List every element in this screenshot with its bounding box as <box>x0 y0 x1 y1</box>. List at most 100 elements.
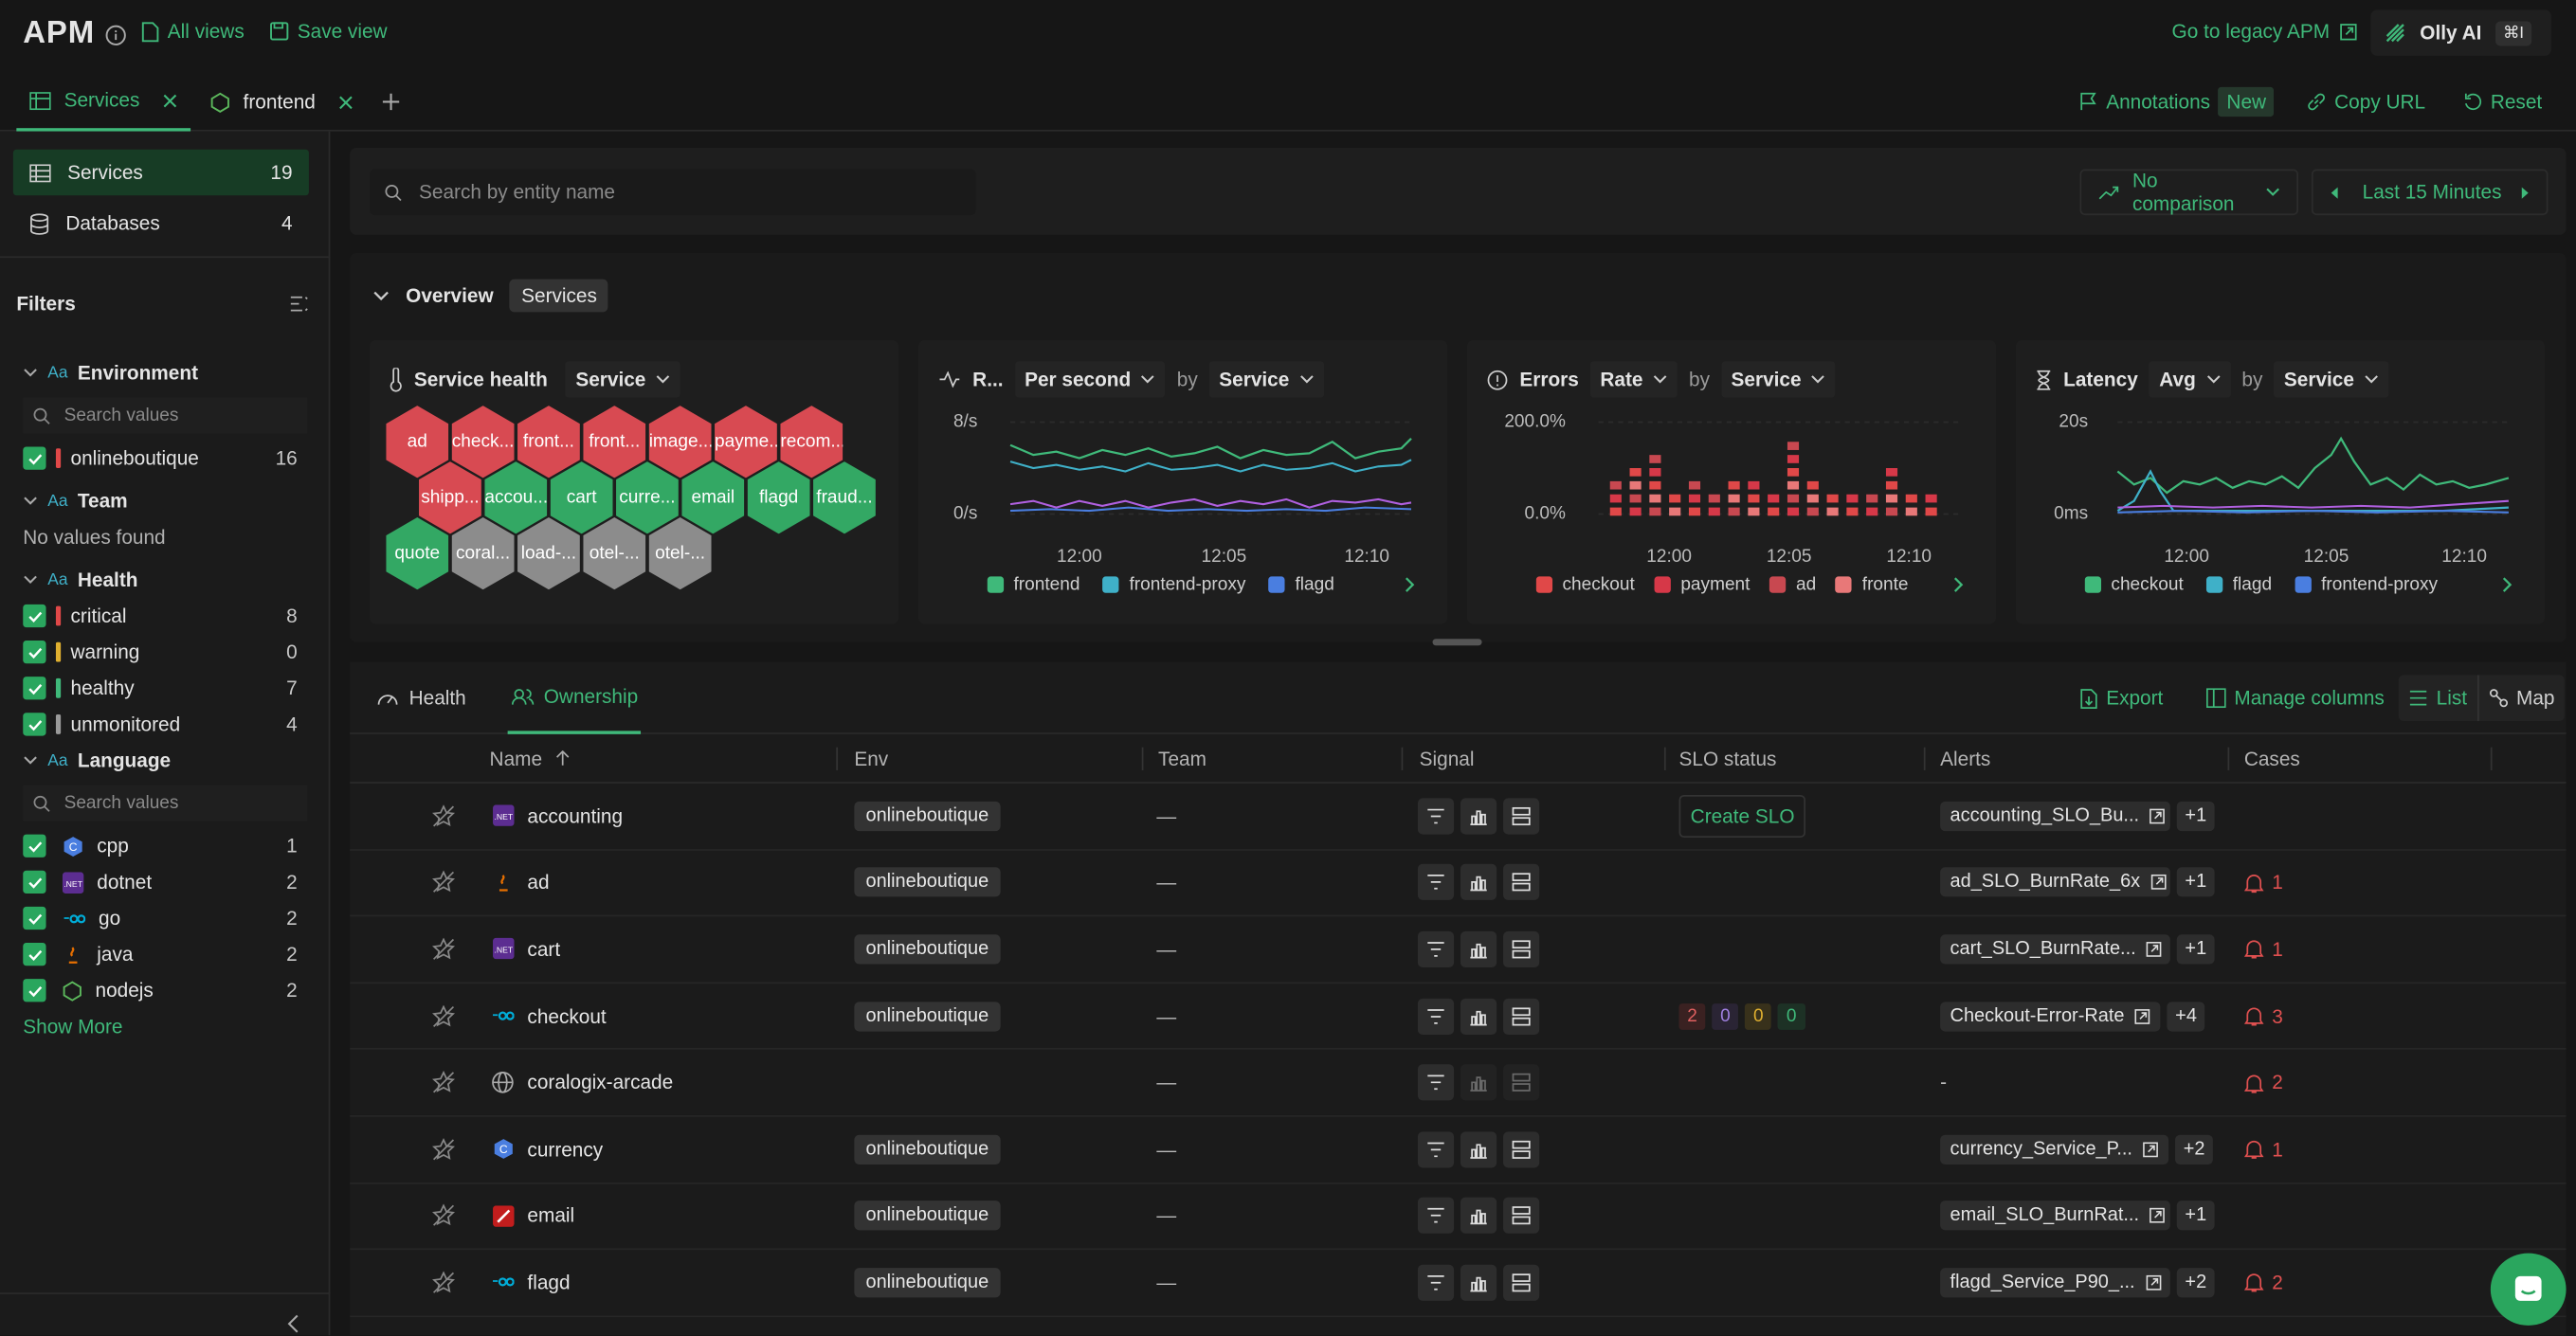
service-name[interactable]: coralogix-arcade <box>527 1071 674 1094</box>
info-icon[interactable] <box>104 24 126 45</box>
export-button[interactable]: Export <box>2079 662 2163 734</box>
cases-count[interactable]: 1 <box>2243 850 2283 915</box>
health-hex-critical[interactable]: payme... <box>715 406 777 478</box>
time-range-picker[interactable]: Last 15 Minutes <box>2311 169 2549 216</box>
logs-signal-icon[interactable] <box>1417 864 1455 901</box>
legend-next-icon[interactable] <box>1953 576 1965 592</box>
health-hex-healthy[interactable]: email <box>681 461 745 534</box>
logs-signal-icon[interactable] <box>1417 798 1455 835</box>
checkbox[interactable] <box>23 641 46 664</box>
alert-pill[interactable]: currency_Service_P... <box>1940 1134 2169 1164</box>
logs-signal-icon[interactable] <box>1417 1130 1455 1168</box>
traces-signal-icon[interactable] <box>1503 1264 1540 1301</box>
close-icon[interactable] <box>338 95 354 110</box>
metrics-signal-icon[interactable] <box>1460 864 1497 901</box>
save-view-button[interactable]: Save view <box>269 20 388 43</box>
more-alerts-badge[interactable]: +1 <box>2176 801 2215 831</box>
slo-count-badge[interactable]: 2 <box>1678 1002 1706 1030</box>
logs-signal-icon[interactable] <box>1417 930 1455 967</box>
metrics-signal-icon[interactable] <box>1460 998 1497 1035</box>
column-header-slo-status[interactable]: SLO status <box>1678 746 1777 770</box>
traces-signal-icon[interactable] <box>1503 1130 1540 1168</box>
column-header-team[interactable]: Team <box>1158 746 1206 770</box>
chevron-left-icon[interactable] <box>2330 185 2339 200</box>
metrics-signal-icon[interactable] <box>1460 798 1497 835</box>
service-name[interactable]: ad <box>527 871 550 894</box>
create-slo-button[interactable]: Create SLO <box>1678 794 1806 838</box>
all-views-link[interactable]: All views <box>141 20 245 43</box>
table-row[interactable]: checkout onlineboutique —2 0 0 0 Checkout-Erro… <box>350 984 2567 1051</box>
health-hex-critical[interactable]: check... <box>451 406 515 478</box>
traces-signal-icon[interactable] <box>1503 1064 1540 1101</box>
team-section-header[interactable]: Aa Team <box>0 483 330 519</box>
legend-next-icon[interactable] <box>1405 576 1416 592</box>
alert-pill[interactable]: ad_SLO_BurnRate_6x <box>1940 867 2170 898</box>
slo-count-badge[interactable]: 0 <box>1778 1002 1805 1030</box>
legend-item[interactable]: frontend-proxy <box>1102 575 1245 594</box>
legend-next-icon[interactable] <box>2502 576 2513 592</box>
cases-count[interactable]: 2 <box>2243 1250 2283 1315</box>
traces-signal-icon[interactable] <box>1503 864 1540 901</box>
service-name[interactable]: cart <box>527 937 561 962</box>
table-row[interactable]: .NET cart onlineboutique — cart_SLO_BurnRate… <box>350 917 2567 984</box>
entity-search-input[interactable]: Search by entity name <box>370 169 976 216</box>
column-header-env[interactable]: Env <box>854 746 889 770</box>
health-hex-unmonitored[interactable]: load-... <box>517 517 580 590</box>
group-by-dropdown[interactable]: Service <box>1721 361 1836 398</box>
legend-item[interactable]: flagd <box>2206 575 2272 594</box>
legend-item[interactable]: payment <box>1654 575 1750 594</box>
more-alerts-badge[interactable]: +2 <box>2175 1134 2214 1164</box>
legend-item[interactable]: frontend <box>987 575 1079 594</box>
tab-ownership[interactable]: Ownership <box>507 662 642 734</box>
health-hex-unmonitored[interactable]: otel-... <box>583 517 646 590</box>
filter-language-nodejs[interactable]: nodejs 2 <box>0 972 330 1008</box>
alert-pill[interactable]: Checkout-Error-Rate <box>1940 1001 2161 1031</box>
service-name[interactable]: accounting <box>527 804 624 828</box>
cases-count[interactable]: 3 <box>2243 984 2283 1049</box>
overview-header[interactable]: Overview Services <box>372 279 609 313</box>
table-row[interactable]: coralogix-arcade — - 2 <box>350 1050 2567 1117</box>
language-search-input[interactable]: Search values <box>23 785 308 821</box>
legacy-apm-link[interactable]: Go to legacy APM <box>2172 20 2358 43</box>
alert-pill[interactable]: flagd_Service_P90_... <box>1940 1268 2170 1298</box>
logs-signal-icon[interactable] <box>1417 1064 1455 1101</box>
service-name[interactable]: flagd <box>527 1271 571 1294</box>
environment-section-header[interactable]: Aa Environment <box>0 354 330 390</box>
metrics-signal-icon[interactable] <box>1460 1198 1497 1235</box>
annotations-button[interactable]: Annotations New <box>2078 86 2275 117</box>
resize-handle[interactable] <box>1432 639 1482 646</box>
service-name[interactable]: email <box>527 1204 575 1228</box>
chat-support-button[interactable] <box>2490 1253 2567 1326</box>
metrics-signal-icon[interactable] <box>1460 1130 1497 1168</box>
alert-pill[interactable]: accounting_SLO_Bu... <box>1940 801 2170 831</box>
star-icon[interactable] <box>432 1117 456 1183</box>
checkbox[interactable] <box>23 942 46 966</box>
table-row[interactable]: ad onlineboutique — ad_SLO_BurnRate_6x +1 1 <box>350 850 2567 917</box>
column-header-name[interactable]: Name <box>490 734 571 782</box>
more-alerts-badge[interactable]: +4 <box>2167 1001 2205 1031</box>
logs-signal-icon[interactable] <box>1417 1264 1455 1301</box>
cases-count[interactable]: 2 <box>2243 1050 2283 1115</box>
filter-language-dotnet[interactable]: .NET dotnet 2 <box>0 864 330 900</box>
filter-settings-icon[interactable] <box>289 295 309 313</box>
health-hex-healthy[interactable]: cart <box>550 461 613 534</box>
more-alerts-badge[interactable]: +1 <box>2176 1201 2215 1231</box>
legend-item[interactable]: checkout <box>2084 575 2184 594</box>
service-name[interactable]: checkout <box>527 1004 607 1028</box>
filter-env-onlineboutique[interactable]: onlineboutique 16 <box>0 441 330 477</box>
health-hex-critical[interactable]: image... <box>648 406 712 478</box>
health-hex-unmonitored[interactable]: otel-... <box>648 517 712 590</box>
service-name[interactable]: currency <box>527 1137 604 1162</box>
health-hex-critical[interactable]: ad <box>386 406 449 478</box>
metrics-signal-icon[interactable] <box>1460 1064 1497 1101</box>
sidebar-item-services[interactable]: Services 19 <box>12 149 309 196</box>
star-icon[interactable] <box>432 984 456 1049</box>
checkbox[interactable] <box>23 906 46 930</box>
traces-signal-icon[interactable] <box>1503 1198 1540 1235</box>
chevron-right-icon[interactable] <box>2520 185 2530 200</box>
filter-health-unmonitored[interactable]: unmonitored 4 <box>0 706 330 742</box>
health-hex-healthy[interactable]: flagd <box>747 461 810 534</box>
tab-frontend[interactable]: frontend <box>197 72 367 131</box>
star-icon[interactable] <box>432 1050 456 1115</box>
slo-count-badge[interactable]: 0 <box>1745 1002 1772 1030</box>
